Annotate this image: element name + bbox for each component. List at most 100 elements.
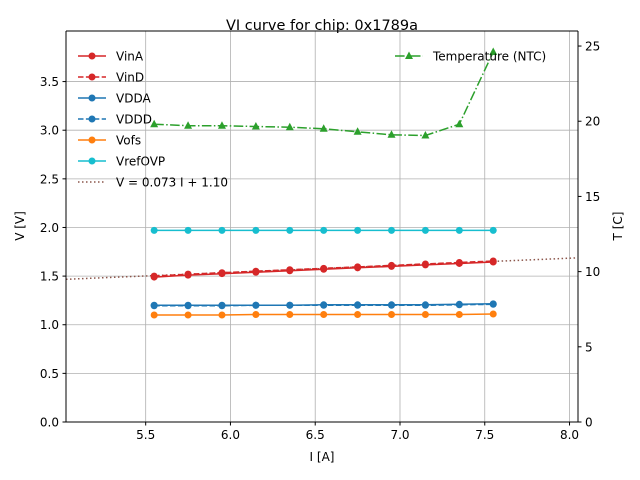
legend-item-vind: VinD — [78, 71, 144, 85]
data-point-vofs — [421, 311, 429, 319]
x-tick-label: 6.0 — [221, 428, 240, 442]
y-tick-label: 2.0 — [40, 221, 59, 235]
data-point-vrefovp — [421, 226, 429, 234]
data-point-vrefovp — [218, 226, 226, 234]
axes: 5.5 6.0 6.5 7.0 7.5 8.0 0.0 0.5 1.0 1.5 2.0 2.5 3.0 3… — [40, 30, 600, 442]
data-point-vddd — [354, 301, 362, 309]
data-point-vofs — [388, 311, 396, 319]
x-tick-label: 7.0 — [390, 428, 409, 442]
data-point-vofs — [184, 311, 192, 319]
y2-tick-label: 25 — [585, 40, 600, 54]
data-point-vddd — [489, 300, 497, 308]
legend-item-vddd: VDDD — [78, 113, 152, 127]
data-point-vddd — [252, 301, 260, 309]
data-point-vind — [184, 270, 192, 278]
y-tick-label: 3.0 — [40, 124, 59, 138]
x-tick-label: 7.5 — [475, 428, 494, 442]
legend-label: Vofs — [116, 134, 141, 148]
legend-item-vrefovp: VrefOVP — [78, 155, 165, 169]
legend-item-vofs: Vofs — [78, 134, 141, 148]
legend-swatch-marker — [88, 52, 96, 60]
legend-label: VrefOVP — [116, 155, 165, 169]
data-point-vrefovp — [489, 226, 497, 234]
data-point-vind — [252, 267, 260, 275]
y2-tick-label: 15 — [585, 190, 600, 204]
data-point-vind — [320, 264, 328, 272]
y2-tick-label: 20 — [585, 115, 600, 129]
data-point-vrefovp — [354, 226, 362, 234]
data-point-vrefovp — [184, 226, 192, 234]
data-point-vofs — [286, 311, 294, 319]
data-point-vofs — [320, 311, 328, 319]
y-tick-label: 1.0 — [40, 318, 59, 332]
x-tick-label: 6.5 — [306, 428, 325, 442]
legend-label: Temperature (NTC) — [432, 50, 546, 64]
y-axis-label: V [V] — [13, 211, 27, 241]
data-point-temperature-ntc — [319, 124, 328, 132]
data-point-vofs — [150, 311, 158, 319]
legend-swatch-marker — [88, 73, 96, 81]
y2-axis-label: T [C] — [611, 212, 625, 242]
legend-label: VDDA — [116, 92, 151, 106]
data-point-vind — [421, 260, 429, 268]
data-point-vrefovp — [388, 226, 396, 234]
legend-swatch-marker — [88, 94, 96, 102]
data-point-temperature-ntc — [184, 121, 193, 129]
data-point-vind — [455, 258, 463, 266]
y-tick-label: 0.0 — [40, 416, 59, 430]
legend-swatch-marker — [88, 136, 96, 144]
x-axis-label: I [A] — [310, 450, 335, 464]
data-point-vddd — [388, 301, 396, 309]
data-point-vind — [218, 269, 226, 277]
data-point-vrefovp — [252, 226, 260, 234]
data-point-vofs — [455, 311, 463, 319]
legend-item-vdda: VDDA — [78, 92, 151, 106]
data-point-vind — [388, 261, 396, 269]
data-point-vddd — [455, 301, 463, 309]
data-point-vind — [286, 266, 294, 274]
legend-label: VinA — [116, 50, 144, 64]
y-tick-label: 3.5 — [40, 75, 59, 89]
y-tick-label: 1.5 — [40, 270, 59, 284]
data-point-temperature-ntc — [387, 130, 396, 138]
legend-swatch-marker — [405, 51, 413, 59]
x-tick-label: 8.0 — [560, 428, 579, 442]
x-tick-label: 5.5 — [136, 428, 155, 442]
data-point-vofs — [252, 311, 260, 319]
data-point-vind — [489, 257, 497, 265]
legend: VinA VinD VDDA VDDD Vofs VrefOVP V = 0.073 I +… — [78, 50, 546, 190]
legend-item-v-0-073-i-1-10: V = 0.073 I + 1.10 — [78, 176, 228, 190]
legend-label: VinD — [116, 71, 144, 85]
legend-label: VDDD — [116, 113, 152, 127]
y2-tick-label: 0 — [585, 416, 593, 430]
data-point-vofs — [354, 311, 362, 319]
data-point-temperature-ntc — [150, 119, 159, 128]
data-point-vrefovp — [286, 226, 294, 234]
data-point-temperature-ntc — [251, 121, 260, 130]
legend-item-temperature-ntc: Temperature (NTC) — [395, 50, 546, 64]
data-point-temperature-ntc — [285, 122, 294, 131]
data-point-vddd — [421, 301, 429, 309]
data-point-temperature-ntc — [455, 119, 464, 128]
series-line-temperature-ntc — [154, 51, 494, 137]
data-point-vofs — [489, 310, 497, 318]
data-point-vind — [150, 272, 158, 280]
data-point-vind — [354, 263, 362, 271]
data-point-vddd — [320, 301, 328, 309]
series-layer — [150, 47, 498, 319]
y2-tick-label: 10 — [585, 265, 600, 279]
data-point-vrefovp — [320, 226, 328, 234]
y-tick-label: 0.5 — [40, 367, 59, 381]
data-point-vrefovp — [455, 226, 463, 234]
legend-swatch-marker — [88, 115, 96, 123]
data-point-temperature-ntc — [421, 131, 430, 139]
chart-title: VI curve for chip: 0x1789a — [226, 18, 418, 34]
data-point-temperature-ntc — [217, 121, 226, 129]
data-point-vddd — [218, 302, 226, 310]
legend-swatch-marker — [88, 157, 96, 165]
data-point-vddd — [184, 302, 192, 310]
data-point-vddd — [150, 302, 158, 310]
data-point-vofs — [218, 311, 226, 319]
y2-tick-label: 5 — [585, 340, 593, 354]
